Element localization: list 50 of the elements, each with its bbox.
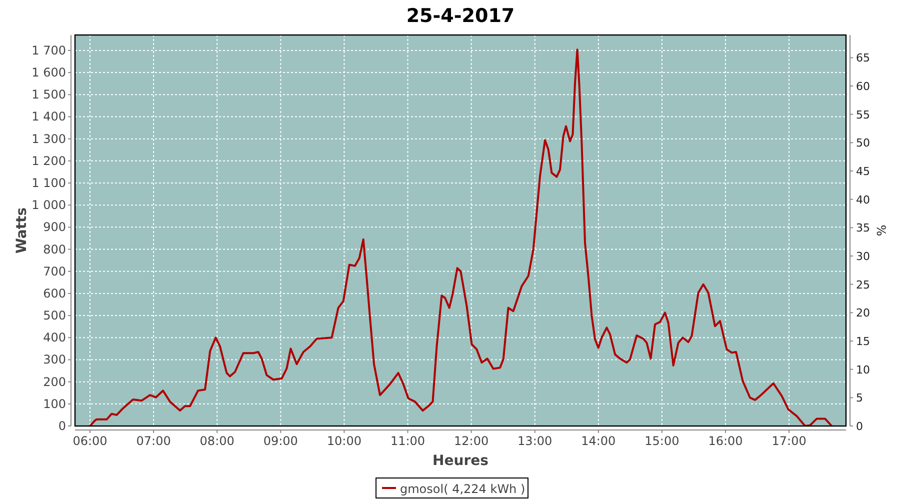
x-tick-label: 06:00 — [72, 434, 108, 448]
y2-tick-label: 25 — [856, 278, 870, 292]
y2-tick-label: 35 — [856, 222, 870, 235]
y2-tick-label: 0 — [856, 420, 863, 433]
y2-tick-label: 50 — [856, 136, 870, 150]
x-tick-label: 15:00 — [644, 434, 680, 448]
y-tick-label: 1 300 — [32, 132, 66, 146]
y-tick-label: 600 — [43, 286, 66, 300]
y-tick-label: 100 — [43, 396, 66, 411]
x-tick-label: 07:00 — [136, 434, 171, 448]
y2-tick-label: 45 — [856, 165, 870, 178]
x-tick-label: 17:00 — [772, 434, 806, 448]
y2-tick-label: 15 — [856, 335, 870, 348]
y-tick-label: 300 — [43, 352, 66, 367]
y2-tick-label: 40 — [856, 193, 870, 206]
y2-tick-label: 60 — [856, 80, 870, 93]
y-tick-label: 1 500 — [32, 88, 66, 102]
y2-tick-label: 65 — [856, 52, 870, 65]
y2-tick-label: 30 — [856, 250, 870, 263]
y-tick-label: 200 — [43, 374, 66, 389]
y-tick-label: 700 — [43, 264, 66, 278]
x-tick-label: 09:00 — [263, 434, 298, 448]
y-tick-label: 1 100 — [32, 176, 66, 190]
y2-axis-title: % — [874, 224, 888, 236]
y-tick-label: 1 200 — [32, 154, 66, 168]
x-tick-label: 10:00 — [326, 434, 362, 448]
y-axis-title: Watts — [14, 207, 30, 254]
line-series — [89, 48, 833, 426]
x-tick-label: 12:00 — [454, 434, 489, 448]
y-tick-label: 0 — [58, 419, 66, 433]
x-tick-label: 11:00 — [390, 434, 426, 448]
y-tick-label: 1 600 — [32, 66, 66, 80]
x-tick-label: 14:00 — [581, 434, 616, 448]
y2-tick-label: 10 — [856, 363, 870, 376]
chart-title: 25-4-2017 — [406, 5, 515, 27]
y-tick-label: 900 — [43, 220, 66, 234]
x-axis-title: Heures — [432, 453, 488, 469]
legend-label: gmosol( 4,224 kWh ) — [400, 482, 526, 496]
y-tick-label: 800 — [43, 242, 66, 256]
y-tick-label: 1 700 — [32, 43, 66, 58]
y-tick-label: 1 000 — [32, 198, 66, 212]
y-tick-label: 400 — [43, 330, 66, 345]
x-tick-label: 13:00 — [518, 434, 552, 448]
y-tick-label: 500 — [43, 308, 66, 323]
x-tick-label: 08:00 — [200, 434, 234, 448]
y2-tick-label: 20 — [856, 306, 870, 320]
x-tick-label: 16:00 — [708, 434, 743, 448]
y2-tick-label: 55 — [856, 108, 870, 122]
y-tick-label: 1 400 — [32, 110, 66, 124]
y2-tick-label: 5 — [856, 392, 863, 405]
